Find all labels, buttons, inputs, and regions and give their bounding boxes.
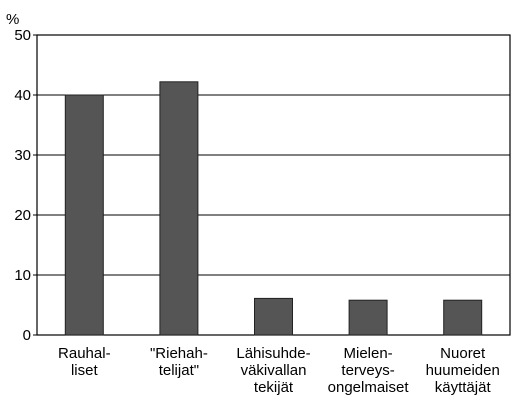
x-tick-label: liset (71, 362, 99, 379)
y-tick-label: 20 (14, 207, 31, 224)
plot-frame (36, 34, 511, 336)
bar (443, 299, 483, 336)
x-tick-label: "Riehah- (150, 345, 208, 362)
y-tick-label: 0 (23, 327, 31, 344)
y-tick-label: 30 (14, 147, 31, 164)
y-tick-label: 40 (14, 87, 31, 104)
y-tick-label: 50 (14, 27, 31, 44)
bar (348, 299, 388, 336)
x-tick-label: käyttäjät (435, 379, 492, 396)
bar (254, 297, 293, 336)
y-axis-label: % (6, 11, 19, 28)
x-tick-label: Nuoret (440, 345, 486, 362)
x-tick-label: väkivallan (241, 362, 307, 379)
y-tick-label: 10 (14, 267, 31, 284)
x-tick-label: huumeiden (426, 362, 500, 379)
x-tick-label: tekijät (254, 379, 294, 396)
x-tick-label: Mielen- (344, 345, 393, 362)
x-tick-label: ongelmaiset (328, 379, 410, 396)
x-tick-label: terveys- (341, 362, 394, 379)
bar (64, 94, 104, 336)
x-tick-label: Rauhal- (58, 345, 111, 362)
x-tick-label: Lähisuhde- (236, 345, 310, 362)
bar (159, 81, 199, 336)
x-tick-label: telijat" (159, 362, 199, 379)
